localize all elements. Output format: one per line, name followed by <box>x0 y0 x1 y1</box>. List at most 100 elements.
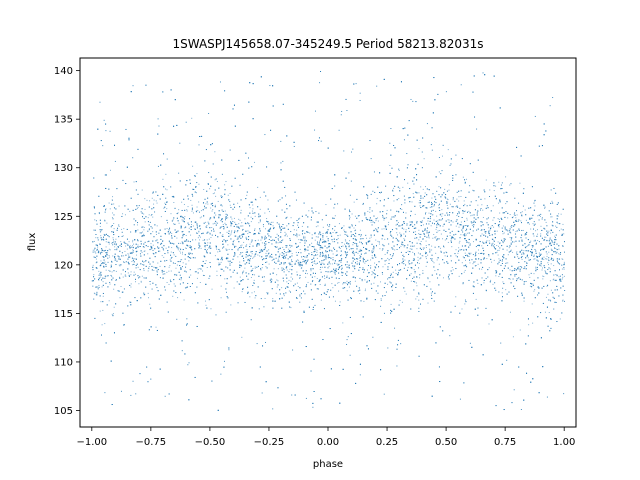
data-point <box>199 239 201 241</box>
data-point <box>528 324 530 326</box>
data-point <box>225 248 227 250</box>
data-point <box>204 207 206 209</box>
data-point <box>537 240 539 242</box>
data-point <box>482 216 484 218</box>
data-point <box>535 242 537 244</box>
data-point <box>319 240 321 242</box>
data-point <box>198 230 200 232</box>
data-point <box>285 195 287 197</box>
data-point <box>337 282 339 284</box>
data-point <box>405 212 407 214</box>
data-point <box>349 240 351 242</box>
data-point <box>444 255 446 257</box>
data-point <box>121 228 123 230</box>
data-point <box>240 209 242 211</box>
data-point <box>427 302 429 304</box>
data-point <box>512 336 514 338</box>
data-point <box>406 224 408 226</box>
data-point <box>148 214 150 216</box>
data-point <box>477 282 479 284</box>
data-point <box>563 233 565 235</box>
data-point <box>180 252 182 254</box>
data-point <box>197 210 199 212</box>
data-point <box>528 274 530 276</box>
data-point <box>242 225 244 227</box>
data-point <box>366 237 368 239</box>
data-point <box>395 269 397 271</box>
data-point <box>217 222 219 224</box>
data-point <box>403 233 405 235</box>
data-point <box>155 326 157 328</box>
data-point <box>218 262 220 264</box>
data-point <box>224 184 226 186</box>
data-point <box>120 286 122 287</box>
data-point <box>447 201 449 203</box>
data-point <box>246 249 248 251</box>
data-point <box>264 297 266 299</box>
data-point <box>262 249 264 251</box>
data-point <box>360 235 362 237</box>
data-point <box>110 266 112 268</box>
data-point <box>384 253 386 255</box>
data-point <box>432 237 434 239</box>
data-point <box>108 202 110 204</box>
data-point <box>229 204 231 206</box>
data-point <box>367 241 369 243</box>
data-point <box>319 82 321 84</box>
data-point <box>261 249 263 251</box>
data-point <box>518 266 520 268</box>
data-point <box>378 243 380 245</box>
data-point <box>253 291 255 293</box>
data-point <box>231 230 233 232</box>
data-point <box>322 233 324 235</box>
data-point <box>314 110 316 112</box>
data-point <box>172 219 174 221</box>
data-point <box>180 259 182 261</box>
data-point <box>180 279 182 281</box>
data-point <box>220 297 222 299</box>
data-point <box>545 296 547 298</box>
data-point <box>450 240 452 242</box>
data-point <box>421 255 423 257</box>
data-point <box>469 243 471 245</box>
data-point <box>481 204 483 206</box>
data-point <box>216 258 218 260</box>
data-point <box>93 249 95 251</box>
data-point <box>307 281 309 283</box>
data-point <box>466 178 468 180</box>
data-point <box>359 99 361 101</box>
data-point <box>500 342 502 344</box>
data-point <box>370 283 372 285</box>
data-point <box>394 249 396 251</box>
data-point <box>433 219 435 221</box>
data-point <box>113 306 115 308</box>
data-point <box>442 225 444 227</box>
data-point <box>438 186 440 188</box>
data-point <box>540 265 542 267</box>
data-point <box>227 217 229 219</box>
data-point <box>315 255 317 257</box>
data-point <box>544 311 546 313</box>
data-point <box>241 336 243 338</box>
data-point <box>393 216 395 218</box>
data-point <box>551 216 553 218</box>
data-point <box>246 194 248 196</box>
data-point <box>143 277 145 279</box>
data-point <box>338 223 340 225</box>
data-point <box>258 308 260 310</box>
data-point <box>352 148 354 150</box>
data-point <box>244 218 246 220</box>
data-point <box>268 256 270 258</box>
data-point <box>320 299 322 301</box>
data-point <box>267 292 269 294</box>
data-point <box>306 273 308 275</box>
data-point <box>460 84 462 86</box>
data-point <box>553 278 555 280</box>
data-point <box>521 266 523 268</box>
data-point <box>190 234 192 236</box>
data-point <box>150 215 152 217</box>
data-point <box>165 247 167 249</box>
data-point <box>103 233 105 235</box>
data-point <box>178 172 180 174</box>
data-point <box>433 233 435 235</box>
